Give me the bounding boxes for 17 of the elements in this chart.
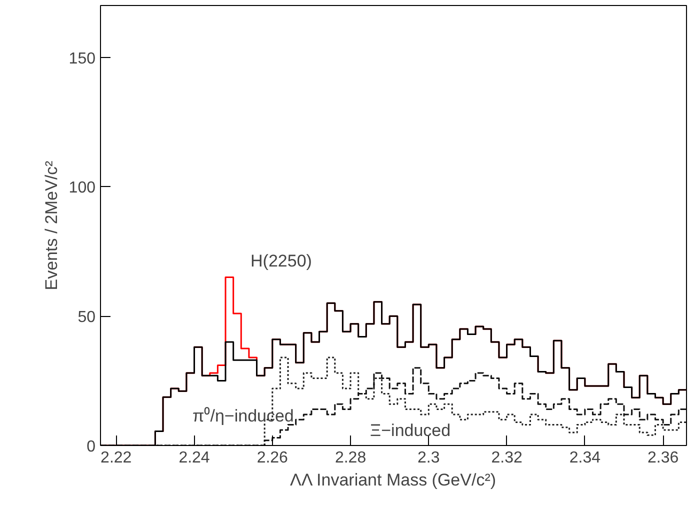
x-tick-label: 2.24: [178, 450, 210, 466]
y-axis-title: Events / 2MeV/c²: [42, 160, 61, 290]
annotation: H(2250): [250, 251, 312, 270]
x-axis-title: ΛΛ Invariant Mass (GeV/c²): [290, 470, 496, 490]
annotation: π⁰/η−induced: [192, 406, 294, 426]
annotation: Ξ−induced: [370, 421, 451, 440]
y-tick-label: 0: [86, 438, 96, 456]
y-tick-label: 100: [68, 180, 96, 197]
x-tick-label: 2.34: [569, 450, 601, 466]
x-tick-label: 2.28: [334, 450, 366, 466]
x-tick-label: 2.3: [418, 450, 440, 466]
y-tick-label: 150: [68, 50, 96, 68]
x-tick-label: 2.36: [647, 450, 679, 466]
x-tick-label: 2.22: [100, 450, 132, 466]
x-tick-label: 2.32: [491, 450, 522, 466]
y-tick-label: 50: [78, 309, 96, 326]
x-tick-label: 2.26: [256, 450, 288, 466]
